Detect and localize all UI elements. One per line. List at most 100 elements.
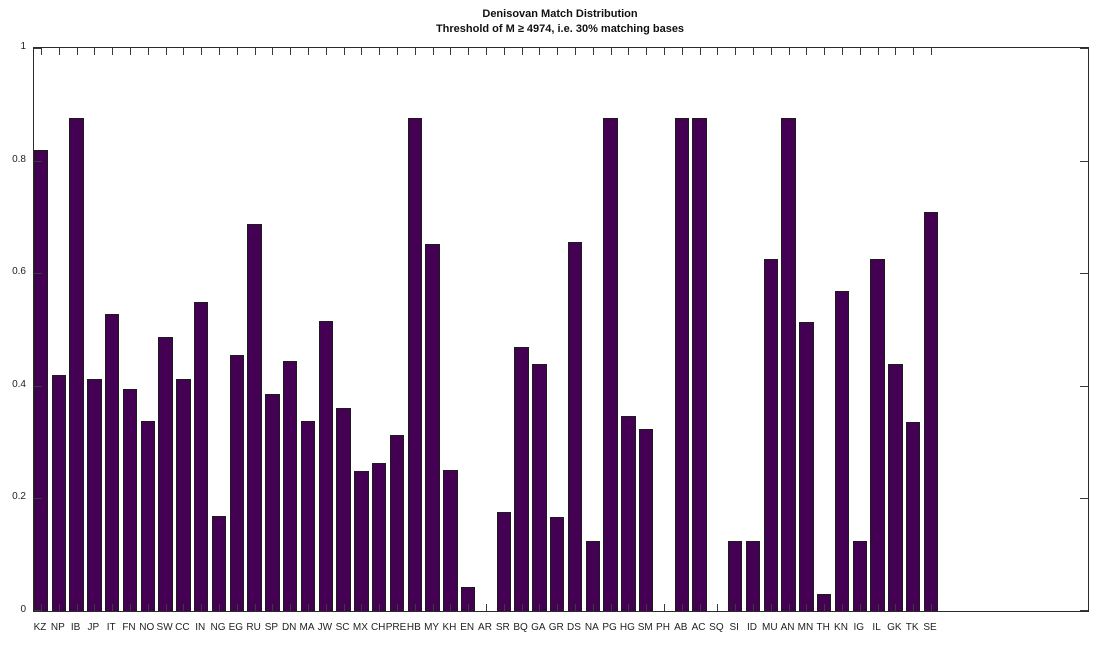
x-tick-top	[895, 48, 896, 55]
y-tick-right	[1080, 48, 1088, 49]
y-tick-label-0.8: 0.8	[12, 154, 26, 165]
x-tick-bottom	[522, 604, 523, 611]
x-tick-bottom	[272, 604, 273, 611]
x-tick-bottom	[824, 604, 825, 611]
x-tick-label-HB: HB	[406, 622, 421, 633]
x-tick-bottom	[112, 604, 113, 611]
x-tick-label-BQ: BQ	[513, 622, 528, 633]
x-tick-label-FN: FN	[122, 622, 136, 633]
x-tick-label-MN: MN	[797, 622, 814, 633]
x-tick-top	[717, 48, 718, 55]
x-tick-label-DN: DN	[281, 622, 297, 633]
x-tick-bottom	[700, 604, 701, 611]
bar-IG	[852, 541, 868, 611]
x-tick-label-SP: SP	[264, 622, 279, 633]
y-tick-right	[1080, 161, 1088, 162]
x-tick-top	[682, 48, 683, 55]
bar-TK	[905, 422, 921, 611]
x-tick-bottom	[664, 604, 665, 611]
x-tick-label-DS: DS	[567, 622, 581, 633]
x-tick-label-MX: MX	[352, 622, 368, 633]
bar-MX	[354, 471, 369, 611]
x-tick-top	[522, 48, 523, 55]
x-tick-top	[41, 48, 42, 55]
x-tick-label-NP: NP	[50, 622, 65, 633]
bar-NG	[211, 516, 227, 611]
x-tick-bottom	[148, 604, 149, 611]
x-tick-label-SW: SW	[156, 622, 173, 633]
bar-SE	[923, 212, 939, 611]
x-tick-bottom	[878, 604, 879, 611]
x-tick-top	[539, 48, 540, 55]
bar-IB	[69, 118, 84, 611]
x-tick-bottom	[59, 604, 60, 611]
x-tick-top	[646, 48, 647, 55]
x-tick-top	[450, 48, 451, 55]
x-tick-bottom	[646, 604, 647, 611]
x-tick-top	[486, 48, 487, 55]
bar-AB	[674, 118, 690, 611]
x-tick-label-PH: PH	[656, 622, 670, 633]
x-tick-bottom	[450, 604, 451, 611]
x-tick-top	[379, 48, 380, 55]
x-tick-label-SC: SC	[335, 622, 350, 633]
x-tick-top	[361, 48, 362, 55]
x-tick-top	[557, 48, 558, 55]
x-tick-bottom	[593, 604, 594, 611]
bar-AC	[692, 118, 707, 611]
x-tick-top	[237, 48, 238, 55]
x-tick-top	[504, 48, 505, 55]
x-tick-label-AN: AN	[780, 622, 795, 633]
x-tick-top	[272, 48, 273, 55]
bar-PRE	[389, 435, 405, 611]
x-tick-top	[94, 48, 95, 55]
x-tick-bottom	[753, 604, 754, 611]
x-tick-label-SQ: SQ	[709, 622, 724, 633]
bar-IT	[104, 314, 120, 611]
bar-SR	[496, 512, 512, 611]
bar-SI	[727, 541, 743, 611]
x-tick-label-RU: RU	[246, 622, 261, 633]
y-tick-left	[34, 161, 42, 162]
x-tick-top	[59, 48, 60, 55]
bar-IN	[193, 302, 209, 611]
x-tick-top	[628, 48, 629, 55]
x-tick-top	[183, 48, 184, 55]
x-tick-top	[771, 48, 772, 55]
x-tick-top	[824, 48, 825, 55]
x-tick-bottom	[842, 604, 843, 611]
x-tick-label-JW: JW	[317, 622, 333, 633]
x-tick-label-KN: KN	[834, 622, 848, 633]
x-tick-label-JP: JP	[87, 622, 100, 633]
x-tick-label-SI: SI	[729, 622, 739, 633]
x-tick-top	[166, 48, 167, 55]
x-tick-bottom	[504, 604, 505, 611]
x-tick-top	[290, 48, 291, 55]
x-tick-bottom	[344, 604, 345, 611]
y-tick-right	[1080, 610, 1088, 611]
y-tick-label-0.6: 0.6	[12, 266, 26, 277]
x-tick-bottom	[611, 604, 612, 611]
x-tick-label-PG: PG	[602, 622, 617, 633]
x-tick-bottom	[397, 604, 398, 611]
x-tick-bottom	[166, 604, 167, 611]
bar-NO	[140, 421, 156, 611]
bar-JW	[318, 321, 334, 611]
x-tick-top	[806, 48, 807, 55]
x-tick-bottom	[237, 604, 238, 611]
y-tick-label-0.4: 0.4	[12, 379, 26, 390]
x-tick-label-TK: TK	[905, 622, 919, 633]
y-tick-label-0: 0	[20, 604, 26, 615]
x-tick-top	[913, 48, 914, 55]
x-tick-bottom	[183, 604, 184, 611]
bar-MY	[425, 244, 440, 611]
x-tick-top	[611, 48, 612, 55]
y-tick-right	[1080, 386, 1088, 387]
y-tick-left	[34, 610, 42, 611]
x-tick-bottom	[94, 604, 95, 611]
x-tick-top	[878, 48, 879, 55]
bar-EN	[460, 587, 476, 611]
x-tick-top	[148, 48, 149, 55]
x-tick-top	[664, 48, 665, 55]
x-tick-label-EN: EN	[460, 622, 475, 633]
